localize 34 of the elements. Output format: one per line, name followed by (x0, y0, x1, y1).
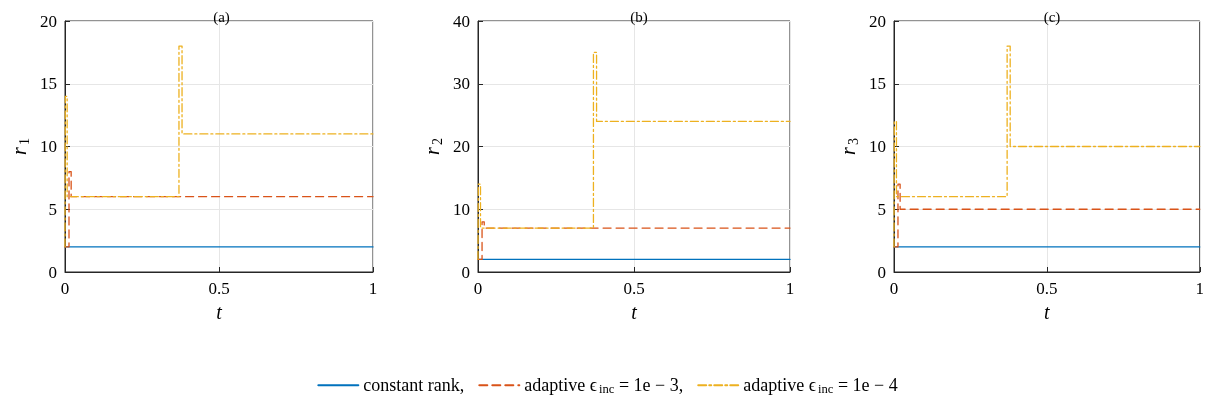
chart-title: (a) (213, 8, 230, 26)
y-tick-label: 30 (453, 74, 470, 94)
x-tick-label: 0 (60, 279, 70, 298)
y-axis-title: r1 (8, 138, 32, 155)
y-tick-label: 15 (869, 74, 886, 94)
x-axis-title: t (216, 301, 223, 323)
x-tick-label: 1 (368, 279, 378, 298)
x-tick-label: 1 (785, 279, 795, 298)
y-tick-label: 10 (453, 199, 470, 219)
legend-label: constant rank, (363, 375, 465, 396)
y-tick-label: 5 (48, 199, 57, 219)
y-tick-label: 15 (40, 74, 57, 94)
y-axis-title: r3 (837, 138, 861, 155)
x-axis-title: t (631, 301, 638, 323)
x-tick-label: 1 (1195, 279, 1204, 298)
chart-title: (b) (630, 8, 648, 26)
y-axis-title: r2 (421, 138, 445, 155)
x-tick-label: 0 (889, 279, 899, 298)
chart-title: (c) (1043, 8, 1061, 26)
y-tick-label: 0 (461, 262, 470, 282)
y-tick-label: 10 (40, 137, 57, 156)
y-tick-label: 20 (453, 137, 470, 156)
x-tick-label: 0.5 (623, 279, 645, 298)
x-axis-title: t (1044, 301, 1051, 323)
y-tick-label: 0 (48, 262, 57, 282)
y-tick-label: 20 (40, 11, 57, 31)
x-tick-label: 0.5 (208, 279, 230, 298)
y-tick-label: 0 (877, 262, 886, 282)
y-tick-label: 5 (877, 199, 886, 219)
x-tick-label: 0.5 (1036, 279, 1058, 298)
y-tick-label: 40 (453, 11, 470, 31)
x-tick-label: 0 (473, 279, 483, 298)
y-tick-label: 10 (869, 137, 886, 156)
y-tick-label: 20 (869, 11, 886, 31)
